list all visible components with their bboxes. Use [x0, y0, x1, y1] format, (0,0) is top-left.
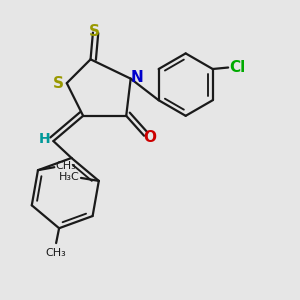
Text: Cl: Cl	[229, 60, 245, 75]
Text: S: S	[53, 76, 64, 91]
Text: CH₃: CH₃	[46, 248, 67, 258]
Text: H₃C: H₃C	[59, 172, 80, 182]
Text: CH₃: CH₃	[55, 161, 76, 171]
Text: S: S	[89, 24, 100, 39]
Text: H: H	[39, 132, 50, 146]
Text: O: O	[143, 130, 156, 145]
Text: N: N	[130, 70, 143, 85]
